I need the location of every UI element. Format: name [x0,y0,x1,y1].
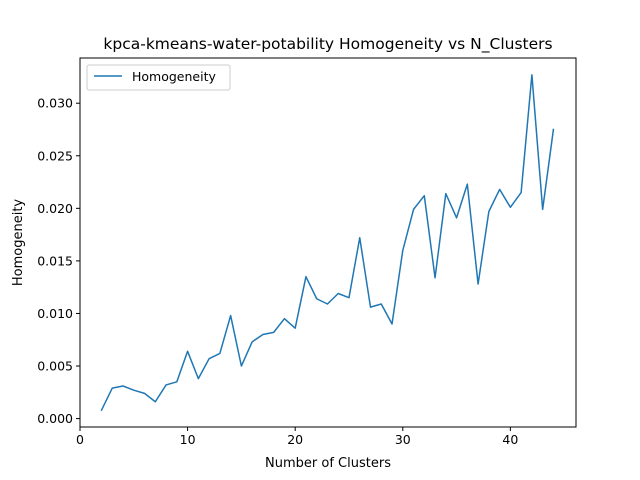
y-tick-label: 0.010 [37,306,73,321]
chart-title: kpca-kmeans-water-potability Homogeneity… [103,35,552,54]
x-tick-label: 0 [76,432,84,447]
y-tick-label: 0.020 [37,201,73,216]
plot-frame [79,57,577,428]
legend-label: Homogeneity [132,69,216,84]
x-tick-label: 30 [395,432,411,447]
x-tick-label: 20 [287,432,303,447]
y-tick-label: 0.025 [37,148,73,163]
y-axis-label: Homogeneity [11,199,26,287]
series-line-0 [100,74,555,412]
y-tick-label: 0.015 [37,253,73,268]
y-tick-label: 0.000 [37,411,73,426]
x-axis-label: Number of Clusters [265,456,391,471]
x-tick-label: 10 [180,432,196,447]
y-tick-label: 0.005 [37,359,73,374]
x-axis-ticks: 0 10 20 30 40 [76,427,518,447]
y-axis-ticks: 0.000 0.005 0.010 0.015 0.020 0.025 0.030 [37,96,80,426]
y-tick-label: 0.030 [37,96,73,111]
series-layer [100,74,555,412]
x-tick-label: 40 [502,432,518,447]
plot-area [80,58,576,427]
legend-box [86,64,231,91]
legend: Homogeneity [86,64,231,91]
